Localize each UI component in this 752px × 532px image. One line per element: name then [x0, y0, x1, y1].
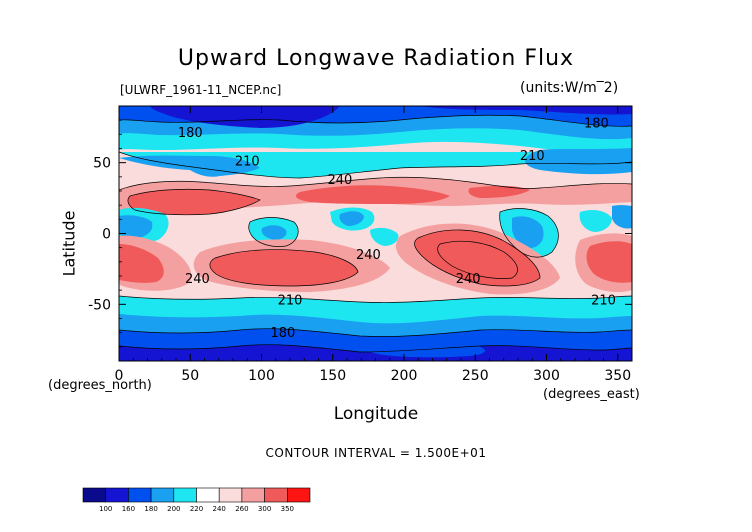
x-tick-label: 200: [391, 368, 418, 384]
x-tick-label: 50: [181, 368, 199, 384]
x-tick-label: 100: [248, 368, 275, 384]
colorbar-swatch: [286, 487, 311, 503]
colorbar-swatch: [128, 487, 152, 503]
x-unit-label: (degrees_east): [543, 387, 640, 402]
units-label: (units:W/m‾2): [520, 80, 619, 96]
x-axis: 0 50 100 150 200 250 300 350: [115, 106, 631, 384]
colorbar-level-label: 100: [99, 505, 112, 513]
colorbar-level-label: 200: [167, 505, 180, 513]
y-axis: -50 0 50: [88, 119, 632, 348]
y-tick-label: 0: [102, 227, 111, 243]
chart-title: Upward Longwave Radiation Flux: [177, 46, 575, 71]
colorbar-level-label: 220: [190, 505, 203, 513]
contour-labels: 180 180 210 210 240 240 240 240 210 210 180: [178, 116, 616, 341]
y-tick-label: -50: [88, 297, 111, 313]
colorbar-swatch: [173, 487, 197, 503]
heatmap-field: [119, 106, 632, 361]
contour-label: 180: [270, 326, 295, 341]
colorbar-swatch: [196, 487, 220, 503]
colorbar-swatch: [218, 487, 243, 503]
contour-label: 210: [235, 155, 260, 170]
contour-label: 210: [520, 149, 545, 164]
y-tick-label: 50: [93, 156, 111, 172]
colorbar-swatch: [82, 487, 107, 503]
colorbar-swatch: [105, 487, 129, 503]
contour-label: 240: [456, 272, 481, 287]
colorbar-level-label: 350: [281, 505, 294, 513]
y-unit-label: (degrees_north): [48, 378, 152, 393]
contour-label: 210: [591, 293, 616, 308]
contour-label: 210: [278, 293, 303, 308]
x-axis-label: Longitude: [333, 404, 419, 424]
contour-label: 180: [178, 126, 203, 141]
colorbar-level-label: 300: [258, 505, 271, 513]
source-file-label: [ULWRF_1961-11_NCEP.nc]: [120, 83, 282, 97]
colorbar-swatch: [241, 487, 265, 503]
colorbar-level-label: 180: [144, 505, 157, 513]
x-tick-label: 150: [319, 368, 346, 384]
x-tick-label: 300: [533, 368, 560, 384]
x-tick-label: 250: [462, 368, 489, 384]
colorbar: 100 160 180 200 220 240 260 300 350: [82, 487, 311, 513]
contour-label: 240: [356, 248, 381, 263]
colorbar-level-label: 160: [122, 505, 135, 513]
contour-interval-text: CONTOUR INTERVAL = 1.500E+01: [265, 446, 487, 460]
colorbar-level-label: 240: [213, 505, 226, 513]
contour-label: 240: [327, 173, 352, 188]
x-tick-label: 0: [115, 368, 124, 384]
x-tick-label: 350: [604, 368, 631, 384]
contour-label: 240: [185, 272, 210, 287]
colorbar-level-label: 260: [235, 505, 248, 513]
colorbar-swatch: [264, 487, 288, 503]
contour-label: 180: [584, 116, 609, 131]
colorbar-swatch: [150, 487, 175, 503]
